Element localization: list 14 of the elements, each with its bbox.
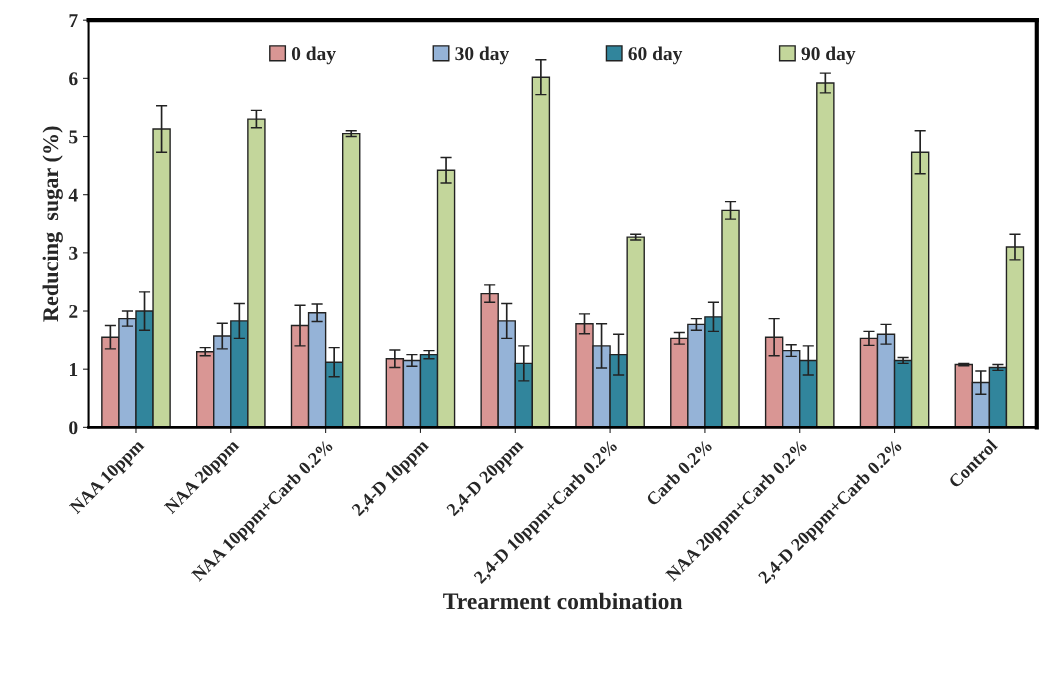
x-axis-title: Trearment combination: [443, 592, 683, 610]
y-tick-label: 5: [69, 130, 78, 144]
y-tick-label: 0: [69, 421, 78, 435]
y-tick-label: 4: [68, 188, 78, 202]
y-tick-label: 2: [69, 304, 78, 318]
y-tick-label: 7: [69, 14, 78, 27]
legend-label: 60 day: [628, 46, 683, 65]
y-axis-title: Reducing sugar (%): [42, 126, 63, 322]
y-tick-label: 1: [69, 363, 78, 376]
y-tick-label: 6: [69, 72, 78, 86]
y-tick-label: 3: [69, 246, 78, 260]
legend-label: 0 day: [291, 46, 336, 65]
legend-label: 90 day: [801, 46, 856, 65]
legend-label: 30 day: [455, 46, 510, 65]
